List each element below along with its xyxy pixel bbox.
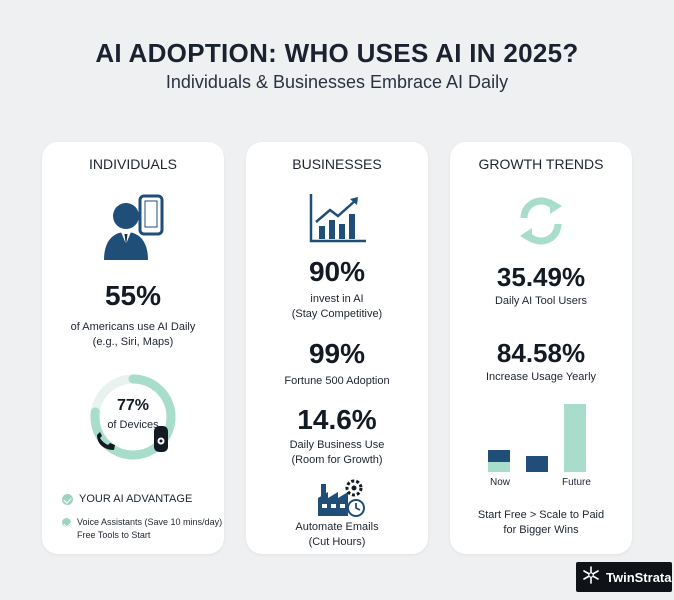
businesses-stat1: 90% [308,256,366,287]
phone-handset-icon [94,432,118,452]
bar-now-bottom [488,462,510,472]
growth-chart-icon [308,192,368,244]
businesses-stat3: 14.6% [297,404,377,435]
growth-stat2: 84.58% [496,338,586,368]
individuals-heading: INDIVIDUALS [89,156,177,172]
advantage-item-row: Voice Assistants (Save 10 mins/day) Free… [62,516,222,542]
page-title: AI ADOPTION: WHO USES AI IN 2025? [95,38,579,68]
advantage-line2: Free Tools to Start [77,530,151,540]
snowflake-logo-icon [582,565,600,589]
growth-bar-chart [488,404,588,472]
businesses-stat1-line2: (Stay Competitive) [291,308,383,320]
check-icon [62,494,73,505]
businesses-stat3-line1: Daily Business Use [289,439,385,451]
growth-footer-line2: for Bigger Wins [503,524,579,536]
businesses-stat3-line2: (Room for Growth) [291,454,383,466]
twinstrata-logo: TwinStrata [576,562,672,592]
advantage-title-row: YOUR AI ADVANTAGE [62,492,192,507]
bar-mid [526,456,548,472]
page-subtitle: Individuals & Businesses Embrace AI Dail… [165,72,509,92]
growth-heading: GROWTH TRENDS [478,156,604,172]
individuals-card: INDIVIDUALS 55% of Americans use AI Dail… [42,142,224,554]
bar-label-now: Now [490,477,511,488]
logo-text: TwinStrata [606,569,672,585]
ring-label: of Devices [107,419,159,431]
growth-footer-line1: Start Free > Scale to Paid [477,509,605,521]
individuals-desc-line2: (e.g., Siri, Maps) [92,336,174,348]
bar-now-top [488,450,510,462]
bar-future [564,404,586,472]
ring-value: 77% [116,397,150,414]
businesses-footer-line1: Automate Emails [295,521,379,533]
growth-stat2-desc: Increase Usage Yearly [485,371,597,383]
devices-ring-chart [88,372,178,462]
businesses-card: BUSINESSES 90% invest in AI (Stay Compet… [246,142,428,554]
businesses-heading: BUSINESSES [292,156,382,172]
advantage-title: YOUR AI ADVANTAGE [79,493,193,505]
businesses-stat2-desc: Fortune 500 Adoption [284,375,390,387]
factory-gear-icon [316,476,366,518]
growth-card: GROWTH TRENDS 35.49% Daily AI Tool Users… [450,142,632,554]
growth-stat1: 35.49% [496,262,586,292]
businesses-stat2: 99% [308,338,366,369]
growth-stat1-desc: Daily AI Tool Users [494,295,588,307]
person-phone-icon [100,194,170,262]
businesses-footer-line2: (Cut Hours) [308,536,366,548]
bar-label-future: Future [562,477,591,488]
advantage-line1: Voice Assistants (Save 10 mins/day) [77,517,223,527]
smart-speaker-icon [152,424,170,454]
individuals-stat: 55% [104,280,162,311]
individuals-desc-line1: of Americans use AI Daily [70,321,196,333]
businesses-stat1-line1: invest in AI [310,293,364,305]
refresh-cycle-icon [514,194,568,248]
check-icon [62,518,71,527]
